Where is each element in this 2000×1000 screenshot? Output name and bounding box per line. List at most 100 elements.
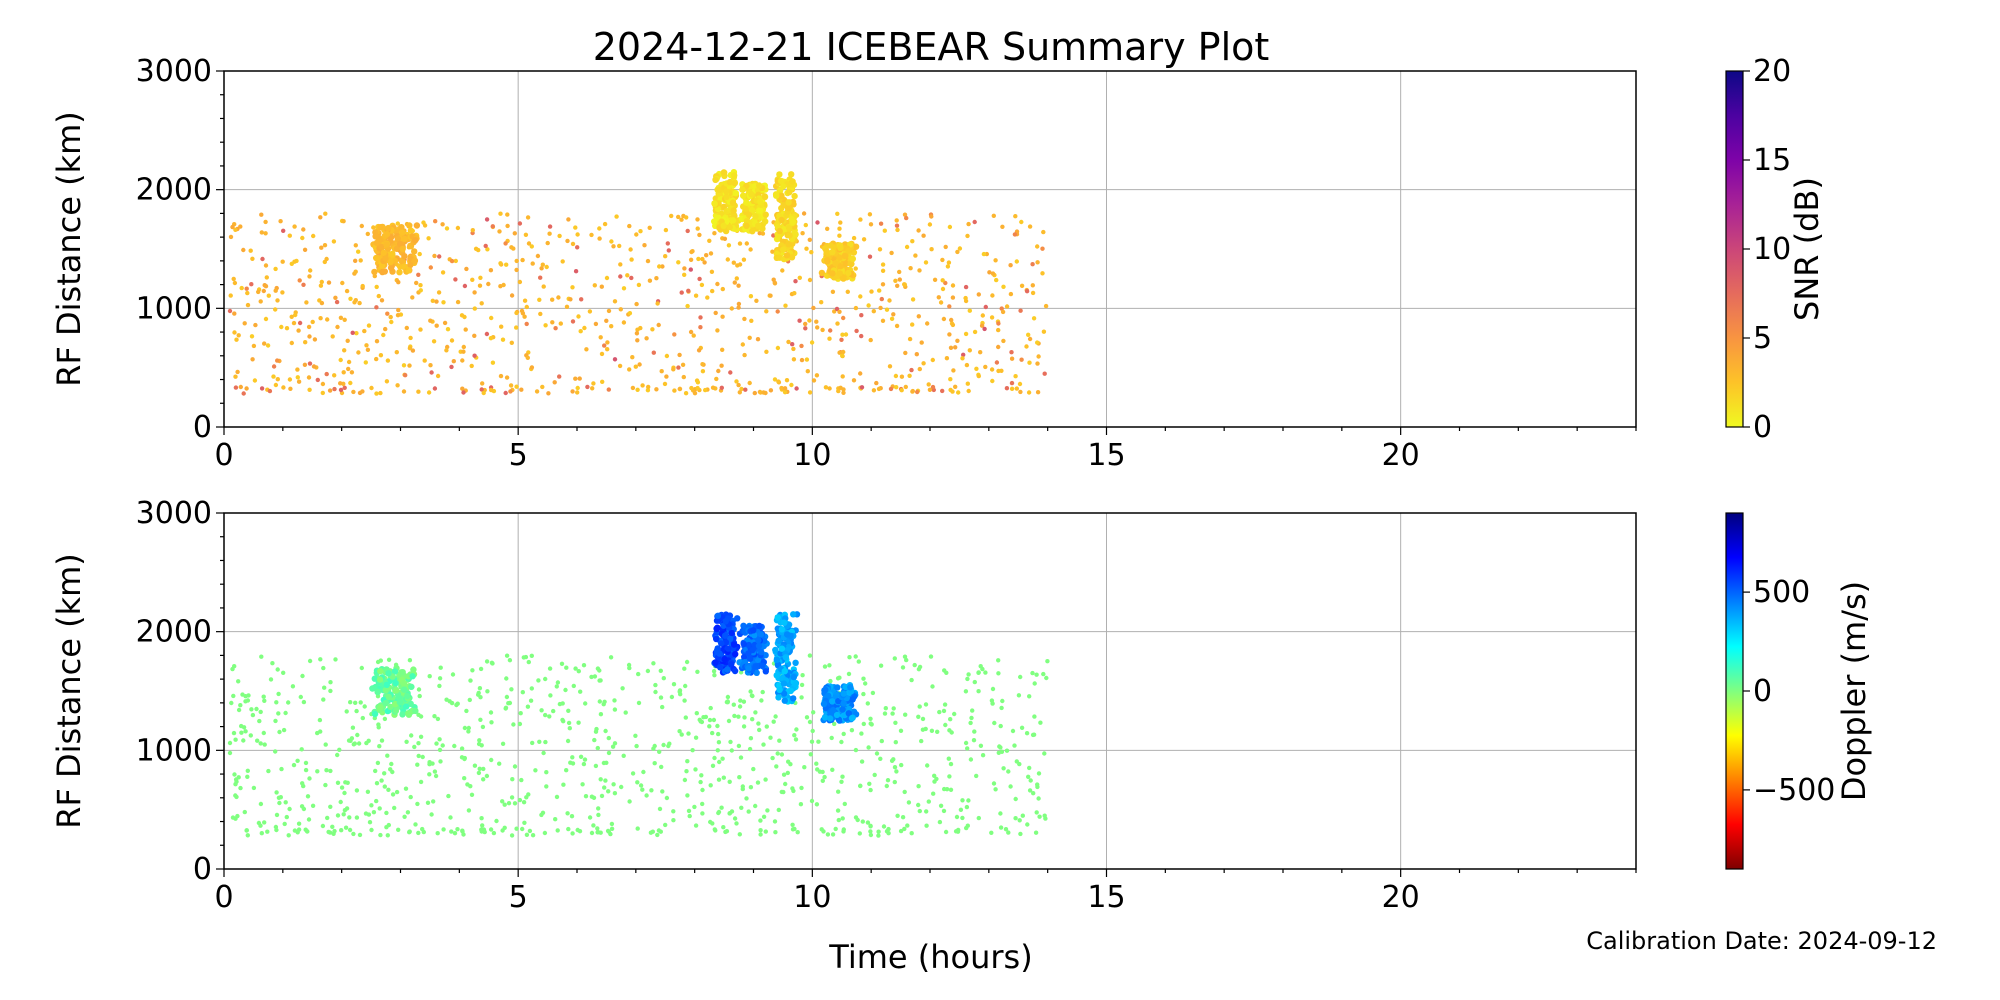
scatter-point bbox=[658, 668, 663, 673]
scatter-point bbox=[602, 699, 607, 704]
scatter-point bbox=[683, 391, 689, 396]
scatter-point bbox=[467, 697, 472, 703]
scatter-point bbox=[478, 275, 483, 280]
scatter-point bbox=[308, 268, 313, 273]
scatter-point bbox=[755, 780, 761, 785]
scatter-point bbox=[235, 369, 240, 375]
y-tick-label: 0 bbox=[193, 852, 212, 887]
scatter-point bbox=[595, 666, 601, 671]
scatter-point bbox=[830, 289, 836, 294]
scatter-point bbox=[337, 747, 342, 752]
scatter-point bbox=[820, 778, 825, 783]
scatter-point bbox=[835, 321, 840, 326]
scatter-point bbox=[416, 830, 421, 836]
scatter-point bbox=[786, 339, 791, 345]
scatter-point bbox=[273, 718, 278, 724]
scatter-point bbox=[991, 781, 997, 786]
scatter-point bbox=[606, 829, 611, 834]
scatter-point bbox=[384, 825, 389, 830]
scatter-point bbox=[927, 222, 933, 227]
scatter-point bbox=[328, 768, 333, 774]
scatter-point bbox=[377, 806, 382, 811]
scatter-point bbox=[893, 278, 898, 283]
scatter-point bbox=[773, 830, 778, 835]
scatter-point bbox=[1035, 784, 1040, 790]
scatter-point bbox=[437, 737, 442, 742]
scatter-point bbox=[318, 657, 323, 662]
scatter-point bbox=[440, 270, 446, 275]
scatter-point bbox=[915, 389, 920, 395]
scatter-point bbox=[363, 360, 368, 365]
scatter-point bbox=[917, 808, 922, 814]
scatter-point bbox=[823, 385, 829, 390]
scatter-point bbox=[509, 340, 514, 345]
scatter-point bbox=[759, 698, 764, 703]
cluster-point bbox=[821, 714, 829, 721]
cluster-point bbox=[396, 699, 404, 706]
scatter-point bbox=[645, 388, 651, 393]
scatter-point bbox=[900, 815, 906, 820]
scatter-point bbox=[698, 315, 703, 320]
scatter-point bbox=[884, 783, 889, 789]
scatter-point bbox=[1038, 720, 1043, 725]
scatter-point bbox=[612, 698, 617, 703]
scatter-point bbox=[628, 247, 633, 252]
cluster-point bbox=[731, 667, 739, 675]
scatter-point bbox=[744, 796, 749, 801]
scatter-point bbox=[1014, 386, 1019, 391]
scatter-point bbox=[894, 385, 899, 390]
scatter-point bbox=[932, 779, 937, 784]
x-tick-label: 15 bbox=[1087, 880, 1125, 915]
scatter-point bbox=[950, 295, 956, 300]
scatter-point bbox=[343, 825, 349, 830]
cluster-point bbox=[837, 263, 844, 270]
scatter-point bbox=[877, 288, 882, 293]
scatter-point bbox=[297, 320, 303, 326]
cluster-point bbox=[834, 684, 841, 691]
scatter-point bbox=[633, 364, 638, 369]
scatter-point bbox=[453, 258, 458, 264]
scatter-point bbox=[866, 745, 871, 750]
scatter-point bbox=[547, 714, 552, 719]
scatter-point bbox=[470, 668, 475, 673]
scatter-point bbox=[300, 673, 305, 679]
echo-cluster bbox=[738, 180, 769, 235]
cluster-point bbox=[773, 656, 781, 663]
scatter-point bbox=[344, 806, 350, 811]
scatter-point bbox=[564, 768, 569, 773]
cluster-point bbox=[731, 179, 738, 187]
scatter-point bbox=[271, 364, 277, 369]
scatter-point bbox=[790, 822, 795, 827]
cluster-point bbox=[409, 673, 416, 680]
scatter-point bbox=[358, 700, 363, 705]
cluster-point bbox=[787, 687, 794, 695]
scatter-point bbox=[366, 323, 372, 328]
cluster-point bbox=[842, 260, 849, 267]
cluster-point bbox=[405, 710, 412, 717]
scatter-point bbox=[342, 385, 347, 390]
scatter-point bbox=[811, 378, 817, 383]
x-tick-label: 0 bbox=[214, 880, 233, 915]
scatter-point bbox=[407, 830, 412, 835]
scatter-point bbox=[621, 753, 626, 758]
scatter-point bbox=[238, 785, 243, 791]
scatter-point bbox=[579, 297, 584, 302]
x-tick-label: 20 bbox=[1382, 880, 1420, 915]
cluster-point bbox=[383, 230, 391, 238]
scatter-point bbox=[703, 714, 709, 720]
scatter-point bbox=[630, 355, 635, 360]
scatter-point bbox=[907, 336, 913, 342]
y-axis-label: RF Distance (km) bbox=[50, 111, 88, 387]
scatter-point bbox=[413, 822, 418, 827]
scatter-point bbox=[374, 391, 379, 396]
scatter-point bbox=[1027, 360, 1032, 365]
scatter-point bbox=[925, 763, 930, 768]
scatter-point bbox=[418, 283, 423, 288]
cluster-point bbox=[377, 667, 384, 675]
scatter-point bbox=[768, 293, 773, 298]
scatter-point bbox=[556, 295, 561, 300]
scatter-point bbox=[449, 364, 454, 370]
scatter-point bbox=[917, 268, 922, 273]
scatter-point bbox=[440, 222, 445, 227]
scatter-point bbox=[741, 724, 747, 729]
